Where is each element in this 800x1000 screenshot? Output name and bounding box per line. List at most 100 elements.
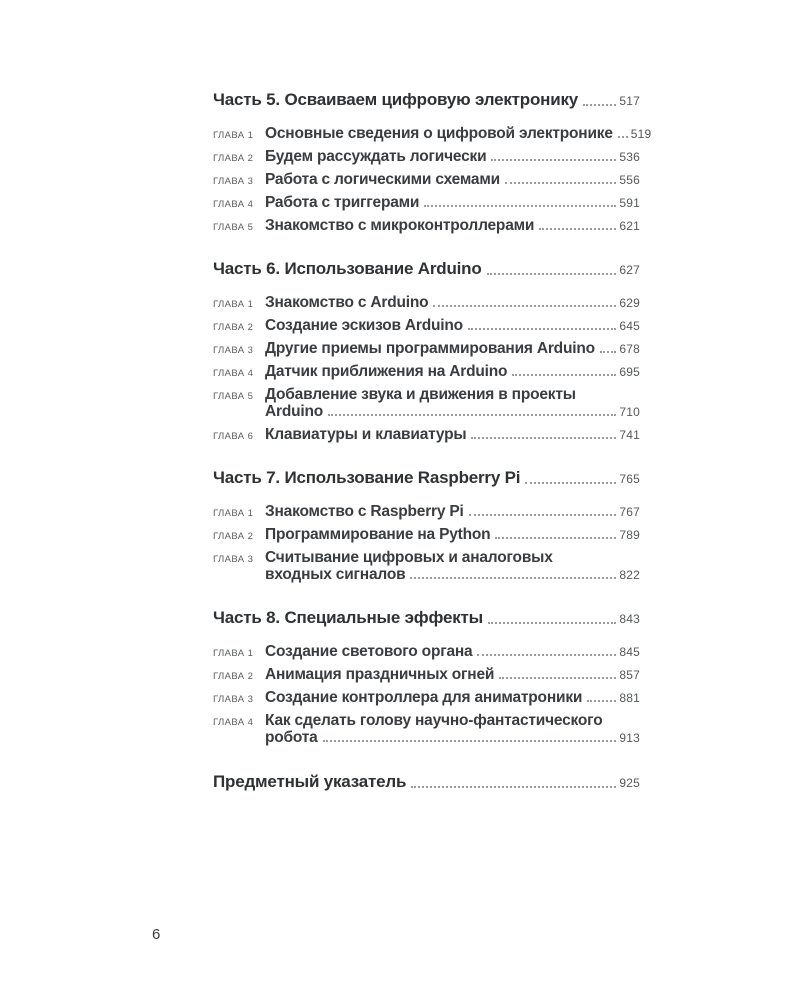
chapter-content: Добавление звука и движения в проекты Ar… [265, 386, 640, 420]
chapter-title-line2: входных сигналов 822 [265, 566, 640, 583]
part-title: Часть 6. Использование Arduino [213, 259, 482, 278]
chapter-label: ГЛАВА 4 [213, 199, 254, 210]
index-row: Предметный указатель 925 [213, 772, 640, 792]
chapter-content: Считывание цифровых и аналоговых входных… [265, 549, 640, 583]
page-number: 789 [619, 528, 640, 542]
dot-leader [471, 437, 617, 439]
dot-leader [410, 577, 617, 579]
dot-leader [433, 305, 617, 307]
chapter-label: ГЛАВА 1 [213, 299, 254, 310]
chapter-row: ГЛАВА 3 Создание контроллера для аниматр… [213, 689, 640, 706]
chapter-label: ГЛАВА 1 [213, 130, 254, 141]
dot-leader [467, 328, 617, 330]
chapter-label: ГЛАВА 1 [213, 508, 254, 519]
dot-leader [322, 740, 617, 742]
chapter-label: ГЛАВА 2 [213, 153, 254, 164]
page-number: 629 [619, 296, 640, 310]
chapter-row: ГЛАВА 2 Анимация праздничных огней 857 [213, 666, 640, 683]
page-number: 857 [619, 668, 640, 682]
chapter-row: ГЛАВА 3 Работа с логическими схемами 556 [213, 171, 640, 188]
page-number: 767 [619, 505, 640, 519]
table-of-contents: Часть 5. Осваиваем цифровую электронику … [213, 90, 651, 792]
index-title: Предметный указатель [213, 772, 407, 791]
chapter-title: Как сделать голову научно-фантастическог… [265, 712, 603, 729]
part-heading-row: Часть 6. Использование Arduino 627 [213, 259, 640, 279]
page-number: 591 [619, 196, 640, 210]
chapter-row-two-line: ГЛАВА 5 Добавление звука и движения в пр… [213, 386, 640, 420]
chapter-label: ГЛАВА 2 [213, 322, 254, 333]
chapter-title-line2: робота 913 [265, 729, 640, 746]
chapter-label: ГЛАВА 3 [213, 694, 254, 705]
chapter-row: ГЛАВА 6 Клавиатуры и клавиатуры 741 [213, 426, 640, 443]
chapter-title: Работа с триггерами [265, 194, 420, 211]
chapter-title: Создание контроллера для аниматроники [265, 689, 583, 706]
part-title: Часть 7. Использование Raspberry Pi [213, 468, 521, 487]
chapter-label: ГЛАВА 6 [213, 431, 254, 442]
chapter-label: ГЛАВА 2 [213, 671, 254, 682]
chapter-row-two-line: ГЛАВА 4 Как сделать голову научно-фантас… [213, 712, 640, 746]
part-heading-row: Часть 7. Использование Raspberry Pi 765 [213, 468, 640, 488]
chapter-label: ГЛАВА 3 [213, 345, 254, 356]
chapter-title: Знакомство с микроконтроллерами [265, 217, 535, 234]
chapter-label: ГЛАВА 5 [213, 391, 254, 402]
chapter-label: ГЛАВА 3 [213, 176, 254, 187]
chapter-title: Считывание цифровых и аналоговых [265, 549, 553, 566]
dot-leader [328, 414, 617, 416]
page-number: 556 [619, 173, 640, 187]
page-number: 627 [619, 263, 640, 277]
chapter-row: ГЛАВА 1 Знакомство с Arduino 629 [213, 294, 640, 311]
page-number: 678 [619, 342, 640, 356]
dot-leader [411, 786, 617, 788]
dot-leader [539, 228, 617, 230]
chapter-row: ГЛАВА 5 Знакомство с микроконтроллерами … [213, 217, 640, 234]
toc-section-part5: Часть 5. Осваиваем цифровую электронику … [213, 90, 651, 234]
page-number: 536 [619, 150, 640, 164]
page-number: 913 [619, 731, 640, 745]
page-number: 695 [619, 365, 640, 379]
chapter-title-continued: Arduino [265, 403, 324, 420]
chapter-label: ГЛАВА 2 [213, 531, 254, 542]
part-title: Часть 8. Специальные эффекты [213, 608, 483, 627]
chapter-title: Знакомство с Arduino [265, 294, 429, 311]
page-number: 621 [619, 219, 640, 233]
dot-leader [495, 537, 617, 539]
chapter-row: ГЛАВА 4 Работа с триггерами 591 [213, 194, 640, 211]
chapter-row: ГЛАВА 3 Другие приемы программирования A… [213, 340, 640, 357]
chapter-label: ГЛАВА 3 [213, 554, 254, 565]
folio-page-number: 6 [152, 926, 161, 943]
toc-section-part7: Часть 7. Использование Raspberry Pi 765 … [213, 468, 640, 583]
chapter-title: Другие приемы программирования Arduino [265, 340, 595, 357]
page-number: 765 [619, 472, 640, 486]
chapter-content: Как сделать голову научно-фантастическог… [265, 712, 640, 746]
chapter-title-continued: входных сигналов [265, 566, 406, 583]
chapter-row: ГЛАВА 1 Создание светового органа 845 [213, 643, 640, 660]
chapter-row: ГЛАВА 1 Основные сведения о цифровой эле… [213, 125, 651, 142]
dot-leader [424, 205, 617, 207]
dot-leader [487, 622, 617, 624]
dot-leader [486, 273, 617, 275]
page-number: 881 [619, 691, 640, 705]
chapter-title: Основные сведения о цифровой электронике [265, 125, 613, 142]
dot-leader [491, 159, 617, 161]
dot-leader [504, 182, 617, 184]
chapter-title: Анимация праздничных огней [265, 666, 495, 683]
page-number: 925 [619, 776, 640, 790]
toc-section-part6: Часть 6. Использование Arduino 627 ГЛАВА… [213, 259, 640, 443]
chapter-title: Добавление звука и движения в проекты [265, 386, 576, 403]
chapter-row: ГЛАВА 2 Создание эскизов Arduino 645 [213, 317, 640, 334]
dot-leader [525, 482, 617, 484]
part-heading-row: Часть 8. Специальные эффекты 843 [213, 608, 640, 628]
dot-leader [499, 677, 617, 679]
chapter-row: ГЛАВА 2 Будем рассуждать логически 536 [213, 148, 640, 165]
chapter-title: Знакомство с Raspberry Pi [265, 503, 464, 520]
page-number: 741 [619, 428, 640, 442]
dot-leader [617, 136, 628, 138]
chapter-row-two-line: ГЛАВА 3 Считывание цифровых и аналоговых… [213, 549, 640, 583]
chapter-title: Датчик приближения на Arduino [265, 363, 508, 380]
chapter-title: Работа с логическими схемами [265, 171, 500, 188]
dot-leader [512, 374, 617, 376]
chapter-title: Программирование на Python [265, 526, 491, 543]
page-number: 843 [619, 612, 640, 626]
page-number: 710 [619, 405, 640, 419]
